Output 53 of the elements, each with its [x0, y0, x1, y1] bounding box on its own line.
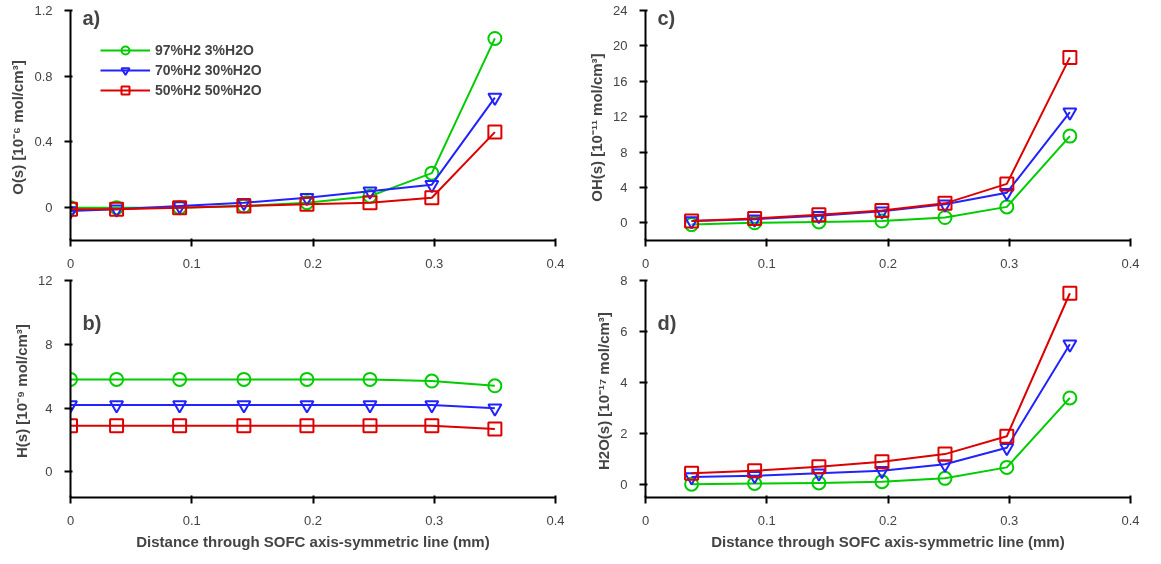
y-tick-label: 0 — [45, 200, 53, 216]
x-tick-label: 0 — [641, 255, 650, 271]
x-tick-label: 0.2 — [878, 512, 898, 528]
y-tick-label: 4 — [620, 179, 628, 195]
x-tick-label: 0.4 — [1121, 512, 1140, 528]
y-tick-label: 0.8 — [34, 68, 53, 84]
x-axis-title: Distance through SOFC axis-symmetric line (mm) — [136, 532, 490, 550]
y-axis-title: O(s) [10⁻⁶ mol/cm³] — [9, 60, 27, 195]
x-tick-label: 0.2 — [878, 255, 898, 271]
y-tick-label: 20 — [613, 38, 628, 54]
x-tick-label: 0 — [641, 512, 650, 528]
legend-label: 70%H2 30%H2O — [155, 61, 262, 79]
x-tick-label: 0.3 — [425, 512, 444, 528]
annotation: a) — [82, 6, 101, 29]
annotation: c) — [657, 6, 676, 29]
x-tick-label: 0.2 — [303, 512, 323, 528]
x-tick-label: 0.1 — [182, 255, 201, 271]
x-tick-label: 0.4 — [546, 512, 565, 528]
y-tick-label: 4 — [45, 400, 53, 416]
annotation: b) — [82, 311, 102, 334]
y-tick-label: 0 — [620, 477, 628, 493]
y-tick-label: 8 — [620, 273, 628, 288]
y-tick-label: 4 — [620, 375, 628, 391]
x-tick-label: 0 — [66, 255, 75, 271]
legend-label: 50%H2 50%H2O — [155, 81, 262, 99]
y-tick-label: 16 — [613, 73, 628, 89]
y-tick-label: 8 — [620, 144, 628, 160]
x-tick-label: 0.3 — [425, 255, 444, 271]
x-tick-label: 0.1 — [182, 512, 201, 528]
x-tick-label: 0.3 — [1000, 512, 1019, 528]
x-axis-title: Distance through SOFC axis-symmetric line (mm) — [711, 532, 1065, 550]
y-tick-label: 6 — [620, 324, 628, 340]
y-tick-label: 12 — [38, 273, 53, 288]
y-tick-label: 0 — [620, 215, 628, 231]
y-tick-label: 0 — [45, 464, 53, 480]
y-axis-title: OH(s) [10⁻¹¹ mol/cm³] — [588, 53, 606, 202]
annotation: d) — [657, 311, 677, 334]
x-tick-label: 0 — [66, 512, 75, 528]
y-tick-label: 2 — [620, 426, 628, 442]
y-tick-label: 0.4 — [34, 134, 53, 150]
y-tick-label: 24 — [613, 3, 628, 18]
x-tick-label: 0.4 — [1121, 255, 1140, 271]
y-tick-label: 8 — [45, 336, 53, 352]
x-tick-label: 0.4 — [546, 255, 565, 271]
legend-label: 97%H2 3%H2O — [155, 41, 254, 59]
x-tick-label: 0.3 — [1000, 255, 1019, 271]
y-axis-title: H2O(s) [10⁻¹⁷ mol/cm³] — [595, 312, 613, 471]
x-tick-label: 0.1 — [757, 512, 776, 528]
y-axis-title: H(s) [10⁻⁹ mol/cm³] — [13, 324, 31, 458]
y-tick-label: 12 — [613, 109, 628, 125]
x-tick-label: 0.1 — [757, 255, 776, 271]
x-tick-label: 0.2 — [303, 255, 323, 271]
y-tick-label: 1.2 — [34, 3, 53, 18]
